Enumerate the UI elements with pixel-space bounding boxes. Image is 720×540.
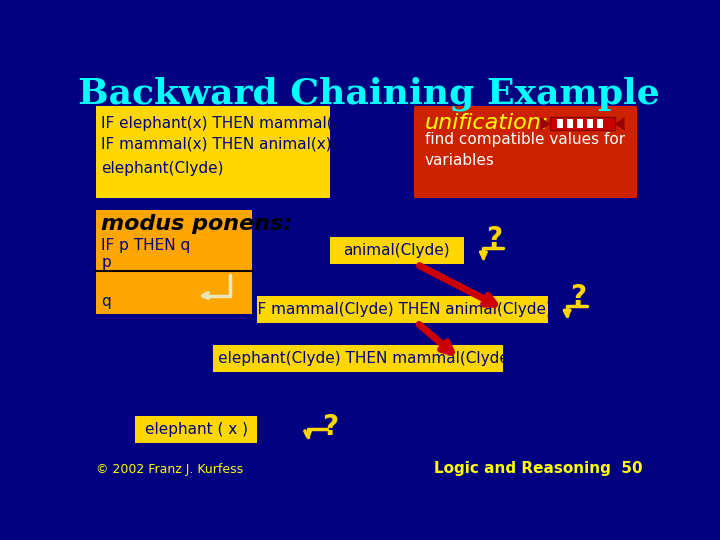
Text: © 2002 Franz J. Kurfess: © 2002 Franz J. Kurfess (96, 463, 243, 476)
FancyBboxPatch shape (330, 238, 464, 265)
FancyBboxPatch shape (413, 106, 637, 198)
FancyBboxPatch shape (213, 346, 503, 373)
FancyBboxPatch shape (557, 119, 562, 129)
Text: find compatible values for
variables: find compatible values for variables (425, 132, 625, 168)
Text: IF elephant(Clyde) THEN mammal(Clyde): IF elephant(Clyde) THEN mammal(Clyde) (200, 352, 516, 367)
Text: elephant ( x ): elephant ( x ) (145, 422, 248, 437)
Text: ?: ? (570, 284, 586, 312)
Polygon shape (540, 117, 550, 131)
Text: IF p THEN q: IF p THEN q (101, 238, 190, 253)
Text: IF elephant(x) THEN mammal(x): IF elephant(x) THEN mammal(x) (101, 116, 348, 131)
Text: IF mammal(Clyde) THEN animal(Clyde): IF mammal(Clyde) THEN animal(Clyde) (253, 301, 552, 316)
Text: Logic and Reasoning  50: Logic and Reasoning 50 (433, 462, 642, 476)
FancyBboxPatch shape (96, 106, 330, 198)
Text: IF mammal(x) THEN animal(x): IF mammal(x) THEN animal(x) (101, 136, 332, 151)
Text: ?: ? (487, 225, 503, 253)
Text: elephant(Clyde): elephant(Clyde) (101, 161, 224, 176)
Polygon shape (615, 117, 624, 131)
Text: unification:: unification: (425, 113, 549, 133)
FancyBboxPatch shape (597, 119, 603, 129)
FancyBboxPatch shape (550, 117, 615, 131)
FancyBboxPatch shape (588, 119, 593, 129)
FancyBboxPatch shape (135, 416, 258, 443)
FancyBboxPatch shape (567, 119, 572, 129)
FancyBboxPatch shape (577, 119, 582, 129)
Text: animal(Clyde): animal(Clyde) (343, 244, 450, 258)
FancyBboxPatch shape (258, 295, 548, 322)
FancyBboxPatch shape (96, 210, 252, 314)
Text: ?: ? (322, 413, 338, 441)
Text: modus ponens:: modus ponens: (101, 214, 292, 234)
Text: p: p (101, 255, 111, 270)
Text: Backward Chaining Example: Backward Chaining Example (78, 77, 660, 111)
Text: q: q (101, 294, 111, 309)
